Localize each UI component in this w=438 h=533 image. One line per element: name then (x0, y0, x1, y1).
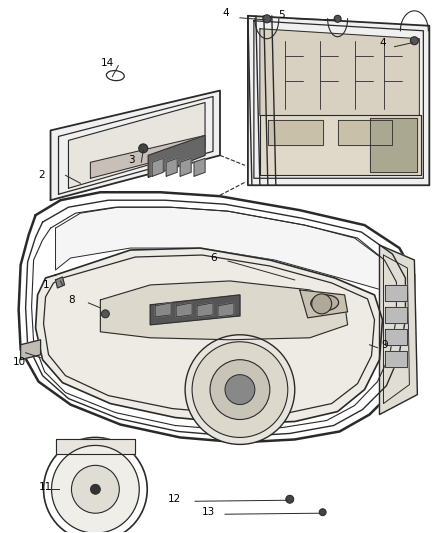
Text: 12: 12 (168, 494, 181, 504)
Text: 4: 4 (222, 8, 229, 18)
Text: 6: 6 (210, 253, 217, 263)
Circle shape (185, 335, 295, 445)
Polygon shape (35, 248, 382, 424)
Text: 10: 10 (13, 357, 26, 367)
Circle shape (101, 310, 110, 318)
Text: 1: 1 (42, 280, 49, 290)
Polygon shape (68, 102, 205, 188)
Polygon shape (90, 135, 205, 178)
Ellipse shape (106, 70, 124, 80)
Polygon shape (176, 303, 192, 317)
Polygon shape (155, 303, 171, 317)
Polygon shape (248, 16, 429, 185)
Polygon shape (268, 120, 323, 146)
Circle shape (71, 465, 119, 513)
Circle shape (225, 375, 255, 405)
Polygon shape (150, 295, 240, 325)
Text: 14: 14 (100, 58, 113, 68)
Polygon shape (50, 91, 220, 200)
Polygon shape (385, 329, 407, 345)
Polygon shape (385, 307, 407, 323)
Circle shape (286, 495, 294, 503)
Polygon shape (148, 135, 205, 177)
Polygon shape (218, 303, 234, 317)
Circle shape (52, 446, 139, 533)
Polygon shape (152, 158, 163, 176)
Text: 2: 2 (39, 170, 45, 180)
Circle shape (319, 508, 326, 516)
Polygon shape (56, 277, 64, 288)
Polygon shape (56, 207, 381, 290)
Polygon shape (21, 340, 41, 360)
Text: 5: 5 (278, 10, 284, 20)
Polygon shape (300, 290, 348, 318)
Polygon shape (385, 351, 407, 367)
Circle shape (90, 484, 100, 494)
Polygon shape (260, 116, 421, 175)
Polygon shape (197, 303, 213, 317)
Text: 8: 8 (68, 295, 75, 305)
Polygon shape (180, 158, 191, 176)
Ellipse shape (311, 295, 339, 311)
Circle shape (192, 342, 288, 438)
Text: 3: 3 (128, 155, 135, 165)
Polygon shape (194, 158, 205, 176)
Circle shape (43, 438, 147, 533)
Circle shape (312, 294, 332, 314)
Text: 9: 9 (381, 340, 388, 350)
Circle shape (334, 15, 341, 22)
Circle shape (410, 37, 418, 45)
Circle shape (210, 360, 270, 419)
Polygon shape (338, 120, 392, 146)
Polygon shape (166, 158, 177, 176)
Circle shape (139, 144, 148, 153)
Circle shape (263, 15, 271, 23)
Polygon shape (370, 118, 417, 172)
Text: 4: 4 (379, 38, 386, 48)
Polygon shape (260, 29, 419, 116)
Polygon shape (56, 439, 135, 455)
Polygon shape (19, 192, 414, 442)
Polygon shape (379, 245, 417, 415)
Text: 11: 11 (39, 482, 52, 492)
Polygon shape (385, 285, 407, 301)
Text: 13: 13 (202, 507, 215, 517)
Polygon shape (100, 281, 348, 340)
